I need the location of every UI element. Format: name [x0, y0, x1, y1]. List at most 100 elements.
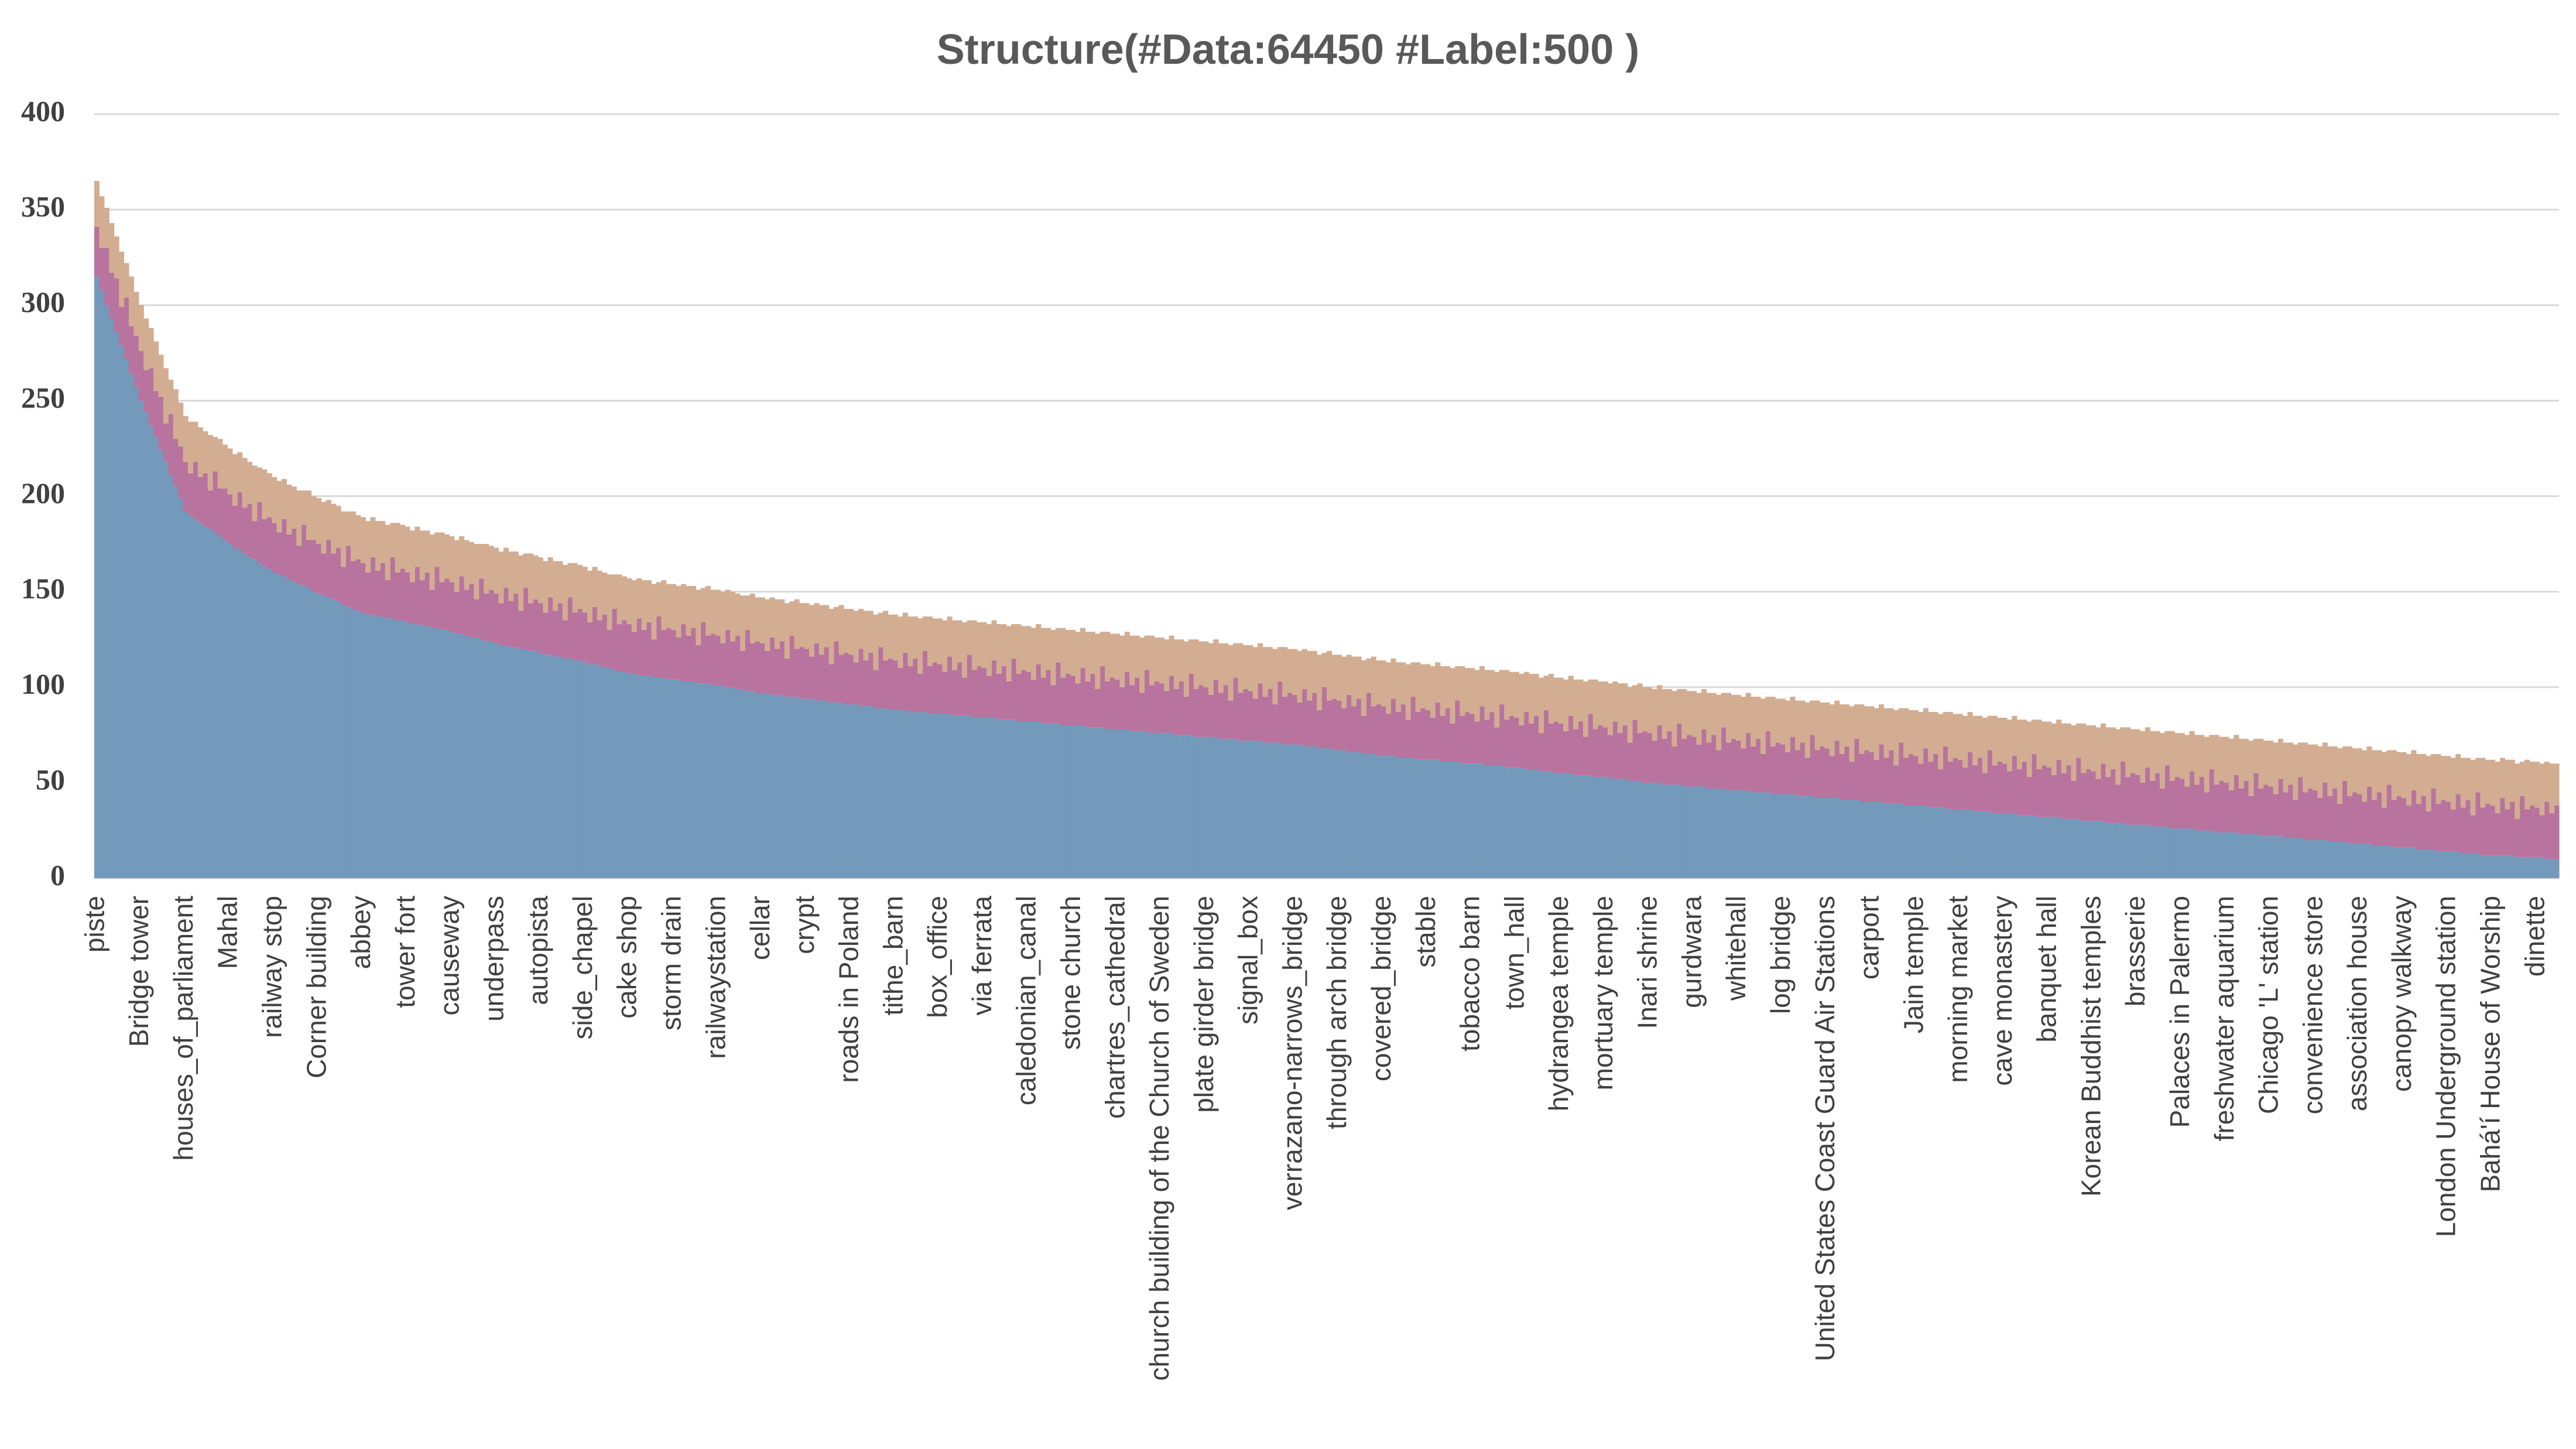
bar-segment: [592, 607, 598, 664]
bar-segment: [1046, 670, 1051, 724]
bar-segment: [2515, 818, 2520, 858]
bar-segment: [2194, 830, 2200, 878]
bar-segment: [513, 647, 519, 878]
bar-segment: [1972, 811, 1978, 878]
bar-segment: [266, 517, 272, 569]
bar-segment: [1109, 633, 1115, 678]
bar-segment: [1962, 809, 1968, 878]
bar-segment: [671, 679, 677, 878]
bar-segment: [1070, 629, 1076, 676]
bar-segment: [2046, 817, 2052, 878]
bar-segment: [1573, 729, 1579, 775]
bar-segment: [1085, 681, 1091, 728]
bar-segment: [1499, 670, 1505, 705]
bar-segment: [947, 616, 953, 657]
bar-segment: [494, 643, 499, 878]
bar-segment: [104, 305, 109, 878]
bar-segment: [1751, 697, 1756, 746]
bar-segment: [2219, 832, 2225, 878]
bar-segment: [696, 683, 701, 878]
bar-segment: [2012, 715, 2017, 756]
bar-segment: [616, 624, 622, 672]
bar-segment: [1450, 723, 1455, 762]
bar-segment: [1095, 633, 1101, 690]
bar-segment: [1711, 735, 1717, 789]
bar-segment: [168, 379, 174, 415]
x-tick-label: brasserie: [2120, 896, 2150, 1006]
bar-segment: [814, 603, 820, 643]
bar-segment: [2135, 824, 2140, 878]
bar-segment: [1055, 628, 1061, 663]
bar-segment: [917, 712, 923, 878]
bar-segment: [2396, 796, 2402, 848]
bar-segment: [2509, 801, 2515, 855]
bar-segment: [616, 574, 622, 625]
bar-segment: [203, 526, 208, 878]
bar-segment: [429, 534, 435, 590]
bar-segment: [1666, 689, 1672, 731]
bar-segment: [1607, 777, 1613, 878]
bar-segment: [607, 668, 612, 878]
bar-segment: [2036, 817, 2042, 878]
bar-segment: [2495, 813, 2500, 855]
bar-segment: [547, 557, 553, 598]
bar-segment: [1637, 683, 1643, 734]
bar-segment: [370, 557, 376, 615]
bar-segment: [809, 605, 814, 657]
bar-segment: [1272, 649, 1278, 705]
bar-segment: [1794, 796, 1800, 878]
bar-segment: [1036, 664, 1042, 722]
bar-segment: [1026, 626, 1032, 672]
bar-segment: [1829, 756, 1835, 798]
x-tick-label: carport: [1854, 896, 1885, 979]
bar-segment: [1952, 758, 1958, 810]
bar-segment: [459, 576, 465, 634]
bar-segment: [1839, 704, 1845, 754]
bar-segment: [1366, 753, 1372, 878]
bar-segment: [1997, 761, 2003, 814]
bar-segment: [1578, 721, 1584, 775]
bar-segment: [2381, 845, 2387, 878]
bar-segment: [2154, 731, 2160, 773]
bar-segment: [350, 511, 356, 561]
bar-segment: [2032, 720, 2037, 754]
bar-segment: [2313, 790, 2318, 840]
bar-segment: [2016, 720, 2022, 770]
bar-segment: [439, 629, 445, 878]
bar-segment: [237, 452, 243, 492]
bar-segment: [2499, 855, 2505, 878]
bar-segment: [690, 628, 696, 681]
bar-segment: [1952, 714, 1958, 758]
bar-segment: [1745, 790, 1751, 878]
bar-segment: [730, 591, 736, 642]
bar-segment: [2248, 796, 2254, 834]
bar-segment: [2016, 769, 2022, 816]
chart-title: Structure(#Data:64450 #Label:500 ): [937, 26, 1640, 73]
bar-segment: [272, 573, 278, 878]
bar-segment: [498, 645, 504, 878]
bar-segment: [1410, 697, 1416, 758]
bar-segment: [148, 368, 154, 426]
bar-segment: [1139, 731, 1145, 878]
bar-segment: [2509, 855, 2515, 878]
bar-segment: [1933, 753, 1938, 808]
bar-segment: [2228, 738, 2234, 790]
bar-segment: [1011, 720, 1017, 878]
bar-segment: [1169, 733, 1174, 878]
bar-segment: [2258, 788, 2264, 837]
bar-segment: [1080, 725, 1086, 878]
bar-segment: [967, 655, 972, 716]
x-tick-label: box_office: [922, 896, 953, 1018]
bar-segment: [720, 591, 726, 643]
bar-segment: [1849, 800, 1855, 878]
bar-segment: [1183, 735, 1189, 878]
bar-segment: [1317, 655, 1323, 710]
bar-segment: [1617, 733, 1623, 779]
bar-segment: [459, 536, 465, 577]
x-tick-label: tower fort: [390, 896, 420, 1008]
bar-segment: [1864, 706, 1869, 751]
bar-segment: [533, 555, 539, 600]
bar-segment: [804, 603, 810, 649]
bar-segment: [553, 561, 559, 611]
